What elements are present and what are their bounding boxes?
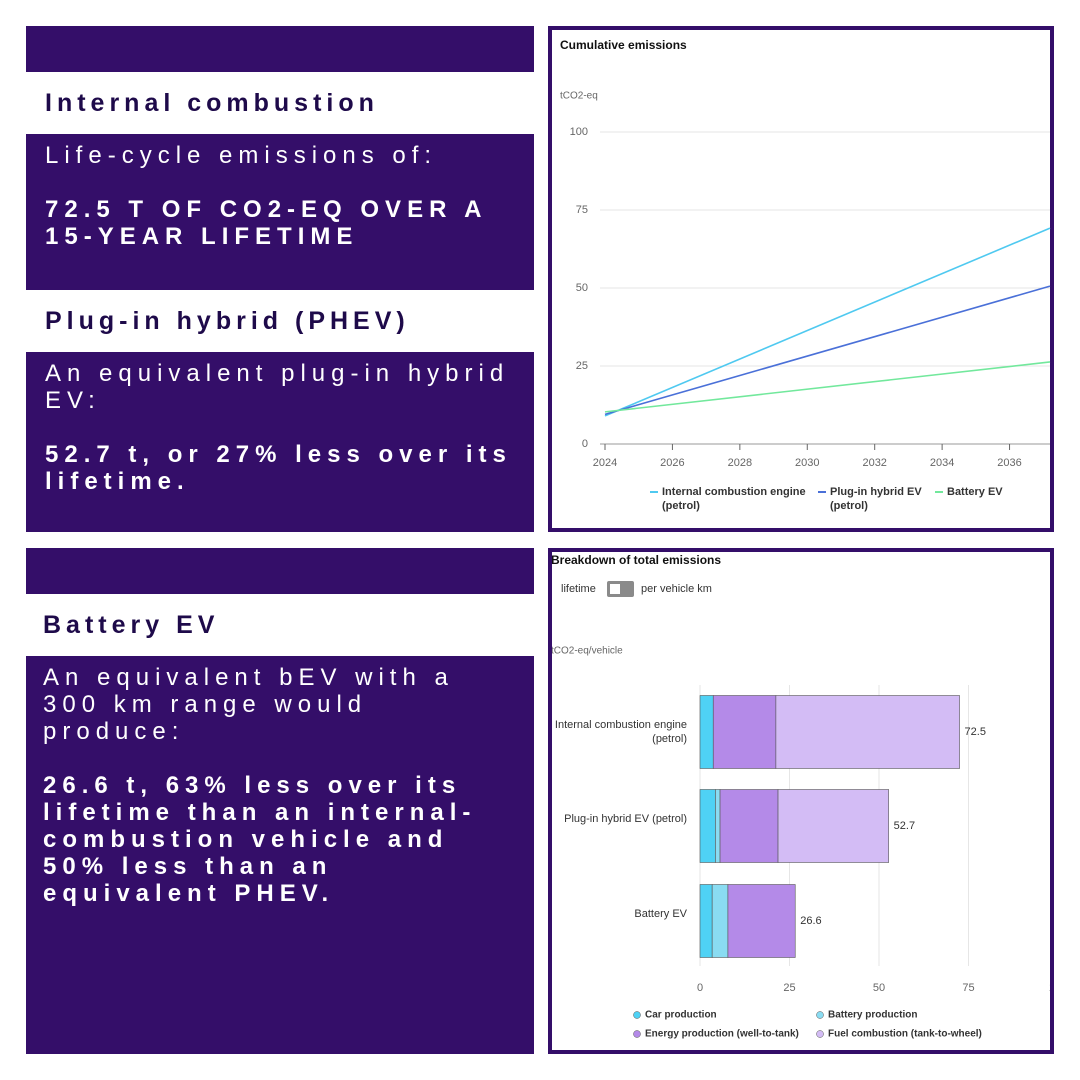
x-tick-label: 100: [1049, 982, 1067, 994]
text-block: An equivalent bEV with a 300 km range wo…: [26, 656, 534, 907]
y-tick-label: 75: [576, 204, 588, 216]
y-tick-label: 25: [576, 360, 588, 372]
value-label: 72.5: [965, 726, 986, 738]
legend-marker: [633, 1011, 641, 1019]
bar-segment: [712, 695, 777, 769]
x-tick-label: 2024: [593, 457, 617, 469]
line-series: [604, 285, 1051, 416]
x-tick-label: 2034: [930, 457, 954, 469]
x-tick-label: 2032: [862, 457, 886, 469]
x-tick-label: 2028: [728, 457, 752, 469]
highlight: 72.5 T OF CO2-EQ OVER A 15-YEAR LIFETIME: [45, 196, 487, 250]
x-tick-label: 75: [962, 982, 974, 994]
category-label: Battery EV: [634, 908, 687, 920]
category-label: Plug-in hybrid EV (petrol): [564, 813, 687, 825]
bar-segment: [719, 789, 779, 863]
bar-segment: [711, 884, 729, 958]
value-label: 52.7: [894, 820, 915, 832]
x-tick-label: 0: [697, 982, 703, 994]
bar-segment: [715, 789, 721, 863]
x-tick-label: 50: [873, 982, 885, 994]
legend-label: Internal combustion engine (petrol): [662, 486, 806, 512]
highlight: 52.7 t, or 27% less over its lifetime.: [45, 441, 512, 495]
x-tick-label: 2036: [997, 457, 1021, 469]
bar-segment: [777, 789, 889, 863]
bar-segment: [699, 695, 714, 769]
toggle-label: per vehicle km: [641, 583, 712, 595]
y-tick-label: 100: [570, 126, 588, 138]
bar-segment: [775, 695, 960, 769]
x-tick-label: 2030: [795, 457, 819, 469]
legend-marker: [816, 1011, 824, 1019]
legend-label: Fuel combustion (tank-to-wheel): [828, 1029, 982, 1040]
ice-phev-panel: Internal combustion Life-cycle emissions…: [26, 26, 534, 532]
x-tick-label: 2026: [660, 457, 684, 469]
heading: Plug-in hybrid (PHEV): [26, 290, 534, 352]
bar-segment: [699, 789, 716, 863]
bev-panel: Battery EV An equivalent bEV with a 300 …: [26, 548, 534, 1054]
line-series: [604, 361, 1051, 413]
y-tick-label: 50: [576, 282, 588, 294]
y-tick-label: 0: [582, 438, 588, 450]
axis-unit: tCO2-eq: [560, 91, 598, 102]
legend-label: Plug-in hybrid EV (petrol): [830, 486, 922, 512]
legend-label: Car production: [645, 1010, 717, 1021]
highlight: 26.6 t, 63% less over its lifetime than …: [43, 772, 477, 907]
heading: Battery EV: [26, 594, 534, 656]
value-label: 26.6: [800, 915, 821, 927]
line-series: [604, 227, 1051, 417]
chart-title: Breakdown of total emissions: [551, 553, 721, 567]
intro: An equivalent plug-in hybrid EV:: [45, 360, 510, 414]
legend-marker: [816, 1030, 824, 1038]
x-tick-label: 25: [783, 982, 795, 994]
toggle-label: lifetime: [561, 583, 596, 595]
heading: Internal combustion: [26, 72, 534, 134]
bar-segment: [727, 884, 796, 958]
chart-frame: [548, 26, 1054, 532]
intro: An equivalent bEV with a 300 km range wo…: [43, 664, 454, 745]
text-block: An equivalent plug-in hybrid EV: 52.7 t,…: [26, 352, 534, 495]
legend-label: Energy production (well-to-tank): [645, 1029, 799, 1040]
intro: Life-cycle emissions of:: [45, 142, 438, 169]
legend-label: Battery EV: [947, 486, 1003, 498]
chart-title: Cumulative emissions: [560, 38, 687, 52]
bar-segment: [699, 884, 713, 958]
legend-marker: [633, 1030, 641, 1038]
category-label: Internal combustion engine (petrol): [554, 719, 687, 745]
legend-label: Battery production: [828, 1010, 917, 1021]
text-block: Life-cycle emissions of: 72.5 T OF CO2-E…: [26, 134, 534, 250]
toggle-knob: [610, 584, 620, 594]
axis-unit: tCO2-eq/vehicle: [551, 646, 623, 657]
